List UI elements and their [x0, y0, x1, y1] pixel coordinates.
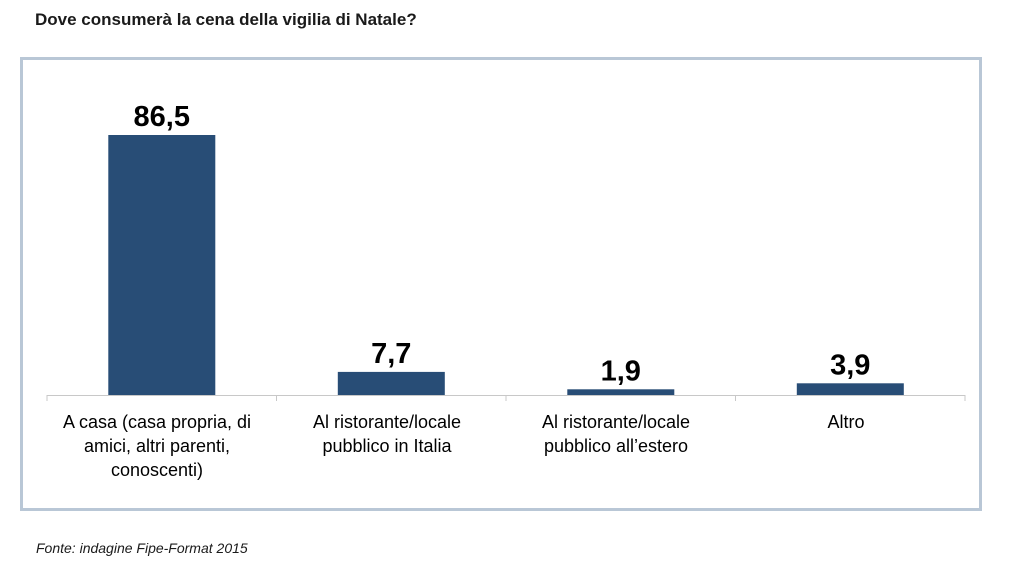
bar-1	[337, 371, 445, 395]
category-label-restaurant-abroad: Al ristorante/locale pubblico all’estero	[541, 412, 691, 456]
page-title: Dove consumerà la cena della vigilia di …	[35, 10, 417, 29]
bar-value-label-3: 3,9	[830, 349, 870, 381]
bar-3	[796, 383, 904, 395]
bar-value-label-1: 7,7	[371, 338, 411, 370]
bar-0	[108, 135, 216, 395]
bar-value-label-2: 1,9	[601, 355, 641, 387]
category-label-other: Altro	[827, 412, 865, 432]
bar-value-label-0: 86,5	[134, 101, 190, 133]
source-note: Fonte: indagine Fipe-Format 2015	[36, 540, 248, 556]
category-label-home: A casa (casa propria, di amici, altri pa…	[62, 412, 252, 480]
category-label-restaurant-italy: Al ristorante/locale pubblico in Italia	[312, 412, 462, 456]
bar-2	[567, 389, 675, 395]
